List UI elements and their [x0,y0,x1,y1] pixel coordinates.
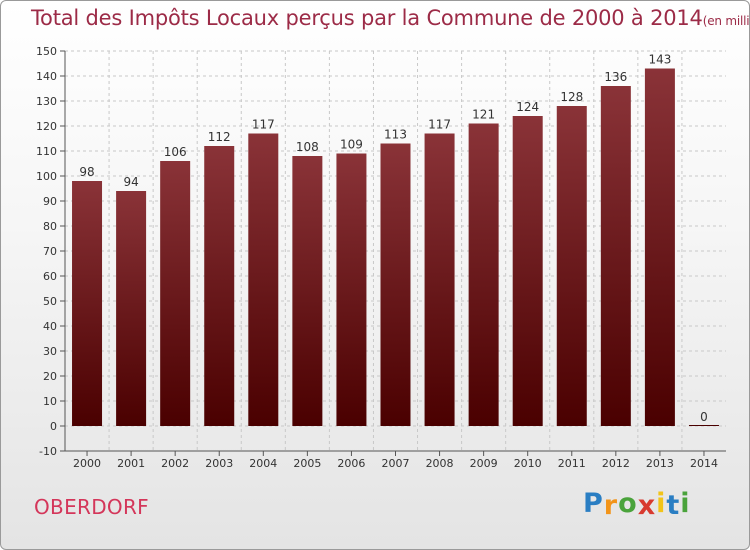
x-tick-label: 2005 [293,457,321,470]
chart-unit-label: (en milliers d'€) [702,14,750,28]
y-tick-label: 50 [43,295,57,308]
y-tick-label: 20 [43,370,57,383]
value-labels: 98 94 106 112 117 108 109 113 117 121 124 128 136 143… [79,53,707,425]
x-tick-label: 2008 [426,457,454,470]
y-tick-label: 120 [36,120,57,133]
y-tick-label: 30 [43,345,57,358]
bar-value-label: 94 [123,175,138,189]
bar [512,116,543,426]
x-tick-label: 2007 [382,457,410,470]
x-axis: 2000 2001 2002 2003 2004 2005 2006 2007 2008 2009… [65,450,726,470]
bar [292,156,323,426]
bar [72,181,103,426]
y-tick-label: 140 [36,70,57,83]
bars [72,68,719,426]
bar-value-label: 108 [296,140,319,154]
bar-value-label: 112 [208,130,231,144]
proxiti-logo: Proxiti [583,488,691,521]
bar-value-label: 106 [164,145,187,159]
y-tick-label: 110 [36,145,57,158]
y-tick-label: 60 [43,270,57,283]
bar [116,191,147,426]
logo-letter: o [618,488,638,519]
y-tick-label: 0 [50,420,57,433]
y-tick-label: 90 [43,195,57,208]
bar [160,161,191,426]
y-tick-label: 150 [36,45,57,58]
logo-letter: P [583,488,604,519]
chart-title-text: Total des Impôts Locaux perçus par la Co… [31,6,703,30]
x-tick-label: 2004 [249,457,277,470]
bar [600,86,631,426]
commune-name: OBERDORF [34,495,149,519]
bar [424,133,455,426]
y-tick-label: 40 [43,320,57,333]
bar-value-label: 124 [516,100,539,114]
x-tick-label: 2013 [646,457,674,470]
y-tick-label: -10 [39,445,57,458]
y-tick-label: 70 [43,245,57,258]
x-tick-label: 2006 [337,457,365,470]
bar-value-label: 117 [428,118,451,132]
y-tick-label: 80 [43,220,57,233]
bar-value-label: 0 [700,410,708,424]
bar [204,146,235,426]
x-tick-label: 2003 [205,457,233,470]
y-tick-label: 100 [36,170,57,183]
bar [336,153,367,426]
x-tick-label: 2000 [73,457,101,470]
y-tick-label: 10 [43,395,57,408]
bar-value-label: 113 [384,128,407,142]
bar-value-label: 117 [252,118,275,132]
y-tick-label: 130 [36,95,57,108]
bar [468,123,499,426]
x-tick-label: 2014 [690,457,718,470]
x-tick-label: 2010 [514,457,542,470]
x-tick-label: 2001 [117,457,145,470]
logo-letter: i [680,488,691,519]
x-tick-label: 2009 [470,457,498,470]
bar-value-label: 128 [560,90,583,104]
bar-value-label: 143 [648,53,671,67]
logo-letter: i [656,488,667,519]
logo-letter: t [666,490,681,521]
bar [248,133,279,426]
bar-value-label: 98 [79,165,94,179]
bar [644,68,675,426]
bar [556,106,587,426]
chart-title: Total des Impôts Locaux perçus par la Co… [31,6,750,30]
x-tick-label: 2011 [558,457,586,470]
bar-value-label: 109 [340,138,363,152]
logo-letter: r [603,490,619,521]
logo-letter: x [637,490,657,521]
x-tick-label: 2002 [161,457,189,470]
y-axis: -10 0 10 20 30 40 50 60 70 80 90 100 110 120 130 140 150 [36,45,66,458]
bar [380,143,411,426]
bar [688,425,719,426]
bar-value-label: 136 [604,70,627,84]
bar-value-label: 121 [472,108,495,122]
x-tick-label: 2012 [602,457,630,470]
